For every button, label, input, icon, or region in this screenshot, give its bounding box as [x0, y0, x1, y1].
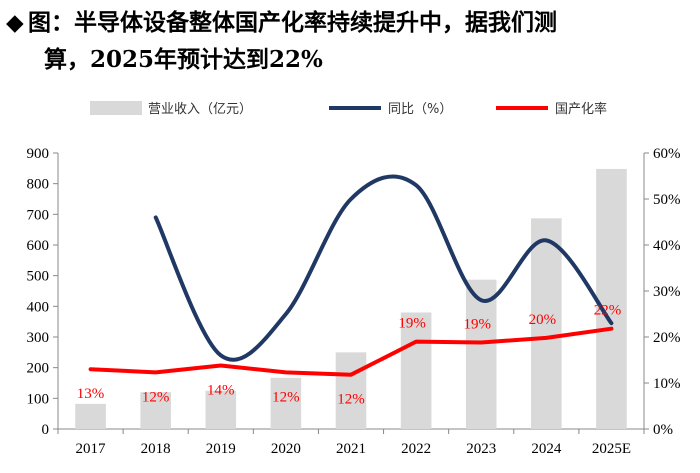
- legend-label-revenue: 营业收入（亿元）: [148, 102, 252, 117]
- lines: [88, 174, 614, 377]
- x-tick-label: 2020: [271, 441, 301, 457]
- revenue-bar: [205, 390, 237, 429]
- x-tick-label: 2023: [466, 441, 496, 457]
- revenue-bar: [400, 312, 432, 429]
- y-right-tick-label: 50%: [653, 192, 681, 208]
- title-line-1: ◆ 图：半导体设备整体国产化率持续提升中，据我们测: [6, 4, 696, 41]
- legend-swatch-revenue: [90, 101, 142, 115]
- x-tick-label: 2022: [401, 441, 431, 457]
- localization-rate-label: 12%: [337, 392, 365, 408]
- y-left-tick-label: 0: [42, 422, 50, 438]
- legend-label-rate: 国产化率: [555, 101, 607, 117]
- localization-rate-label: 12%: [272, 389, 300, 405]
- x-tick-label: 2019: [206, 441, 236, 457]
- title-line-2: 算，2025年预计达到22%: [44, 46, 323, 73]
- y-left-tick-label: 200: [27, 361, 50, 377]
- localization-rate-label: 13%: [77, 386, 105, 402]
- title-text-1: 图：半导体设备整体国产化率持续提升中，据我们测: [28, 9, 557, 36]
- y-right-tick-label: 40%: [653, 238, 681, 254]
- revenue-bar: [140, 392, 171, 429]
- revenue-bar: [465, 279, 497, 429]
- revenue-bar: [596, 168, 627, 430]
- y-right-tick-label: 0%: [653, 422, 673, 438]
- y-left-tick-label: 600: [27, 238, 50, 254]
- y-left-tick-label: 400: [27, 299, 50, 315]
- y-right-tick-label: 10%: [653, 376, 681, 392]
- legend: 营业收入（亿元） 同比（%） 国产化率: [90, 101, 607, 117]
- revenue-bar: [270, 377, 302, 429]
- y-right-tick-label: 20%: [653, 330, 681, 346]
- localization-rate-label: 20%: [529, 312, 557, 328]
- x-tick-label: 2024: [531, 441, 562, 457]
- localization-rate-label: 22%: [594, 303, 622, 319]
- data-labels: 13% 12% 14% 12% 12% 19% 19% 20% 22%: [77, 303, 621, 408]
- y-left-tick-label: 500: [27, 269, 50, 285]
- diamond-bullet-icon: ◆: [6, 9, 24, 36]
- y-left-tick-label: 900: [27, 146, 50, 162]
- y-left-tick-label: 800: [27, 177, 50, 193]
- y-right-tick-label: 60%: [653, 146, 681, 162]
- revenue-bar: [335, 352, 367, 429]
- revenue-bar: [531, 218, 562, 429]
- chart-title: ◆ 图：半导体设备整体国产化率持续提升中，据我们测 算，2025年预计达到22%: [6, 4, 696, 78]
- x-tick-label: 2025E: [592, 441, 631, 457]
- localization-rate-label: 12%: [142, 389, 170, 405]
- y-left-tick-label: 300: [27, 330, 50, 346]
- revenue-bars: [75, 168, 627, 430]
- revenue-bar: [75, 403, 106, 429]
- y-left-tick-label: 100: [27, 391, 50, 407]
- legend-label-yoy: 同比（%）: [388, 102, 452, 117]
- x-tick-label: 2018: [141, 441, 171, 457]
- localization-rate-label: 19%: [398, 316, 426, 332]
- y-left-tick-label: 700: [27, 207, 50, 223]
- y-right-tick-label: 30%: [653, 284, 681, 300]
- x-tick-label: 2021: [336, 441, 366, 457]
- x-tick-label: 2017: [76, 441, 107, 457]
- localization-rate-label: 14%: [207, 383, 235, 399]
- localization-rate-label: 19%: [463, 317, 491, 333]
